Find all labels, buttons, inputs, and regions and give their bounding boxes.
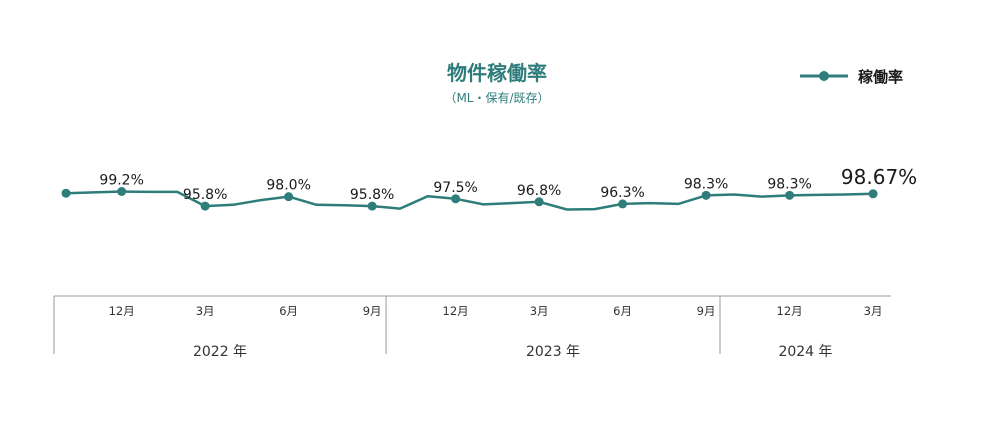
x-tick-label: 6月 (279, 304, 298, 318)
x-tick-label: 12月 (443, 304, 469, 318)
data-label: 96.8% (517, 183, 561, 199)
series-line-occupancy (65, 190, 874, 211)
year-group-label: 2024 年 (778, 344, 832, 360)
legend-label: 稼働率 (858, 68, 903, 86)
data-label: 96.3% (600, 185, 644, 201)
x-tick-label: 3月 (864, 304, 883, 318)
data-point-marker (618, 199, 628, 209)
data-point-marker (534, 197, 544, 207)
data-label: 98.0% (266, 178, 310, 194)
year-group-label: 2022 年 (193, 344, 247, 360)
data-point-marker (200, 201, 210, 211)
x-tick-label: 3月 (196, 304, 215, 318)
data-point-marker (61, 188, 71, 198)
chart-subtitle: （ML・保有/既存） (444, 91, 549, 105)
legend: 稼働率 (800, 68, 903, 86)
data-label: 98.67% (841, 165, 917, 189)
x-tick-label: 3月 (530, 304, 549, 318)
x-tick-label: 9月 (697, 304, 716, 318)
data-point-marker (367, 201, 377, 211)
data-label: 98.3% (684, 176, 728, 192)
x-tick-label: 6月 (613, 304, 632, 318)
data-point-marker (701, 190, 711, 200)
data-label: 97.5% (433, 180, 477, 196)
data-point-marker (868, 189, 878, 199)
data-label: 99.2% (99, 173, 143, 189)
year-group-label: 2023 年 (526, 344, 580, 360)
x-tick-label: 12月 (109, 304, 135, 318)
data-point-marker (451, 194, 461, 204)
data-point-marker (284, 192, 294, 202)
x-tick-label: 9月 (363, 304, 382, 318)
data-label: 95.8% (183, 187, 227, 203)
data-label: 95.8% (350, 187, 394, 203)
x-tick-label: 12月 (777, 304, 803, 318)
data-label: 98.3% (767, 176, 811, 192)
data-point-marker (785, 190, 795, 200)
legend-marker-swatch (819, 71, 829, 81)
plot-area: 99.2% 95.8% 98.0% 95.8% 97.5% 96.8% 96.3% 98.3%… (61, 165, 917, 211)
x-axis: 12月 3月 6月 9月 12月 3月 6月 9月 12月 3月 2022 年 2023 年 2024 … (53, 295, 891, 360)
data-point-marker (117, 187, 127, 196)
chart-title: 物件稼働率 (447, 61, 547, 85)
